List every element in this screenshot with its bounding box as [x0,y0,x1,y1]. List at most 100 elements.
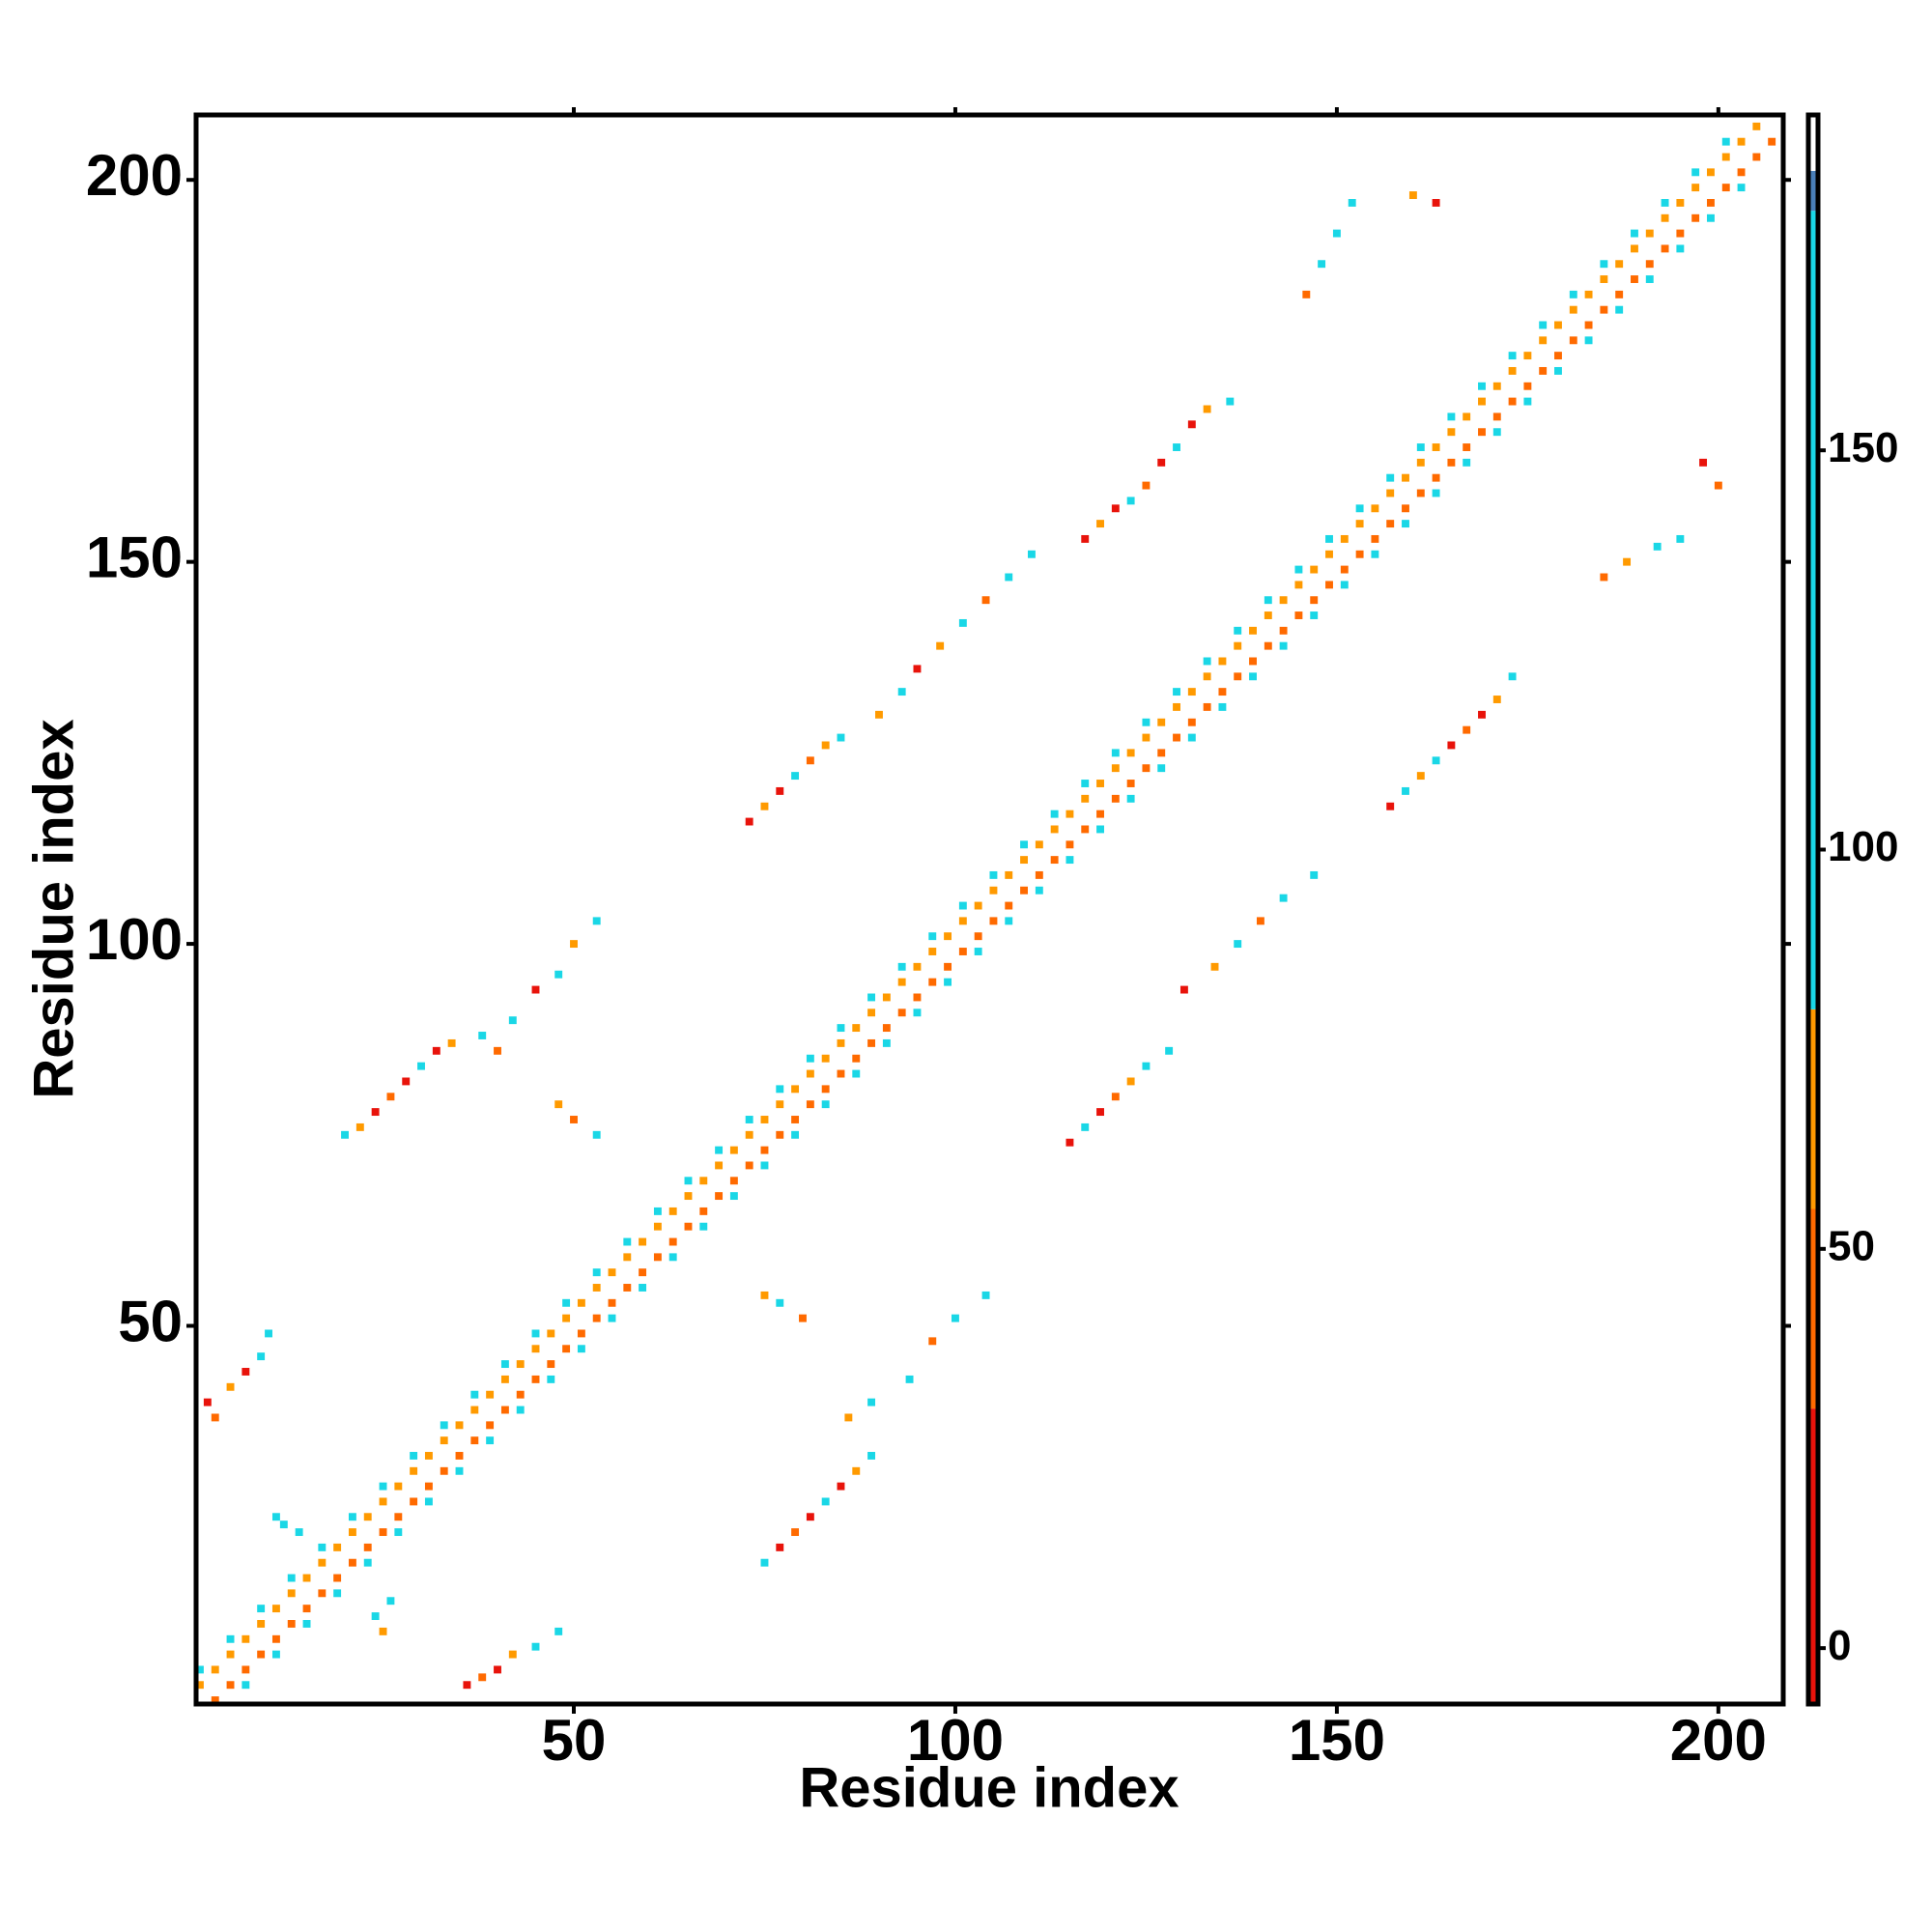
plot-frame [193,112,1786,1707]
heatmap-cell [470,1436,479,1445]
heatmap-cell [1111,504,1120,513]
heatmap-cell [1432,489,1440,497]
heatmap-cell [562,1298,571,1307]
heatmap-cell [1539,321,1548,329]
heatmap-cell [508,1650,517,1659]
heatmap-cell [1264,611,1272,619]
colorbar-frame [1805,112,1821,1707]
heatmap-cell [1005,901,1013,910]
heatmap-cell [1126,794,1135,803]
heatmap-cell [715,1146,724,1154]
heatmap-cell [1318,260,1326,269]
heatmap-cell [500,1406,509,1414]
heatmap-cell [379,1627,387,1635]
heatmap-cell [639,1237,647,1246]
heatmap-cell [547,1360,555,1369]
heatmap-cell [1279,626,1288,635]
heatmap-cell [371,1108,380,1117]
heatmap-cell [799,1314,807,1322]
heatmap-cell [1355,520,1364,528]
heatmap-cell [410,1452,418,1460]
heatmap-cell [1478,397,1486,406]
heatmap-cell [1386,489,1395,497]
heatmap-cell [1294,611,1303,619]
heatmap-cell [1508,397,1517,406]
heatmap-cell [1256,917,1264,925]
heatmap-cell [287,1589,296,1598]
heatmap-cell [242,1634,250,1643]
heatmap-cell [1173,443,1180,451]
heatmap-cell [1325,550,1333,558]
heatmap-cell [745,1130,753,1139]
heatmap-cell [974,948,982,955]
heatmap-cell [1600,260,1608,269]
heatmap-cell [1165,1046,1174,1055]
heatmap-cell [1661,244,1669,253]
heatmap-cell [1631,275,1638,283]
heatmap-cell [531,1642,540,1651]
heatmap-cell [486,1421,495,1430]
heatmap-cell [958,618,967,627]
heatmap-cell [1691,184,1700,192]
heatmap-cell [1050,825,1059,834]
heatmap-cell [1623,557,1632,566]
heatmap-cell [394,1482,403,1491]
heatmap-cell [1111,1093,1120,1101]
heatmap-cell [821,1100,830,1109]
heatmap-cell [1584,321,1593,329]
heatmap-cell [470,1390,479,1399]
heatmap-cell [897,962,906,971]
heatmap-cell [1478,710,1486,719]
heatmap-cell [1187,718,1196,726]
heatmap-cell [1539,366,1548,375]
heatmap-cell [1653,542,1662,551]
heatmap-cell [333,1589,342,1598]
heatmap-cell [410,1466,418,1475]
heatmap-cell [394,1528,403,1537]
heatmap-cell [1264,641,1272,650]
heatmap-cell [1179,985,1188,994]
heatmap-cell [1478,428,1486,437]
heatmap-cell [508,1016,517,1025]
heatmap-cell [1340,534,1349,543]
heatmap-cell [623,1284,632,1292]
heatmap-cell [531,985,540,994]
heatmap-cell [791,1528,800,1537]
heatmap-cell [905,1375,914,1383]
heatmap-cell [791,772,800,781]
heatmap-cell [271,1634,280,1643]
colorbar-segment [1808,211,1818,1009]
heatmap-cell [592,1284,601,1292]
heatmap-cell [776,786,784,795]
heatmap-cell [1203,702,1211,711]
heatmap-cell [806,756,814,765]
heatmap-cell [417,1062,425,1070]
heatmap-cell [1081,534,1090,543]
heatmap-cell [837,1038,845,1047]
heatmap-cell [1310,870,1319,879]
heatmap-cell [1294,581,1303,589]
x-tick-label: 150 [1289,1708,1385,1773]
heatmap-cell [1721,137,1730,146]
heatmap-cell [271,1513,280,1521]
heatmap-cell [653,1222,662,1231]
heatmap-cell [318,1589,327,1598]
heatmap-cell [1676,534,1685,543]
heatmap-cell [1554,366,1562,375]
colorbar-segment [1808,115,1818,171]
heatmap-cell [1416,772,1425,781]
heatmap-cell [1279,894,1288,902]
heatmap-cell [1157,764,1166,773]
heatmap-cell [1264,596,1272,605]
heatmap-cell [867,1452,876,1460]
heatmap-cell [1447,428,1456,437]
heatmap-cell [257,1352,266,1361]
heatmap-cell [363,1558,372,1567]
heatmap-cell [379,1497,387,1506]
heatmap-cell [440,1436,448,1445]
heatmap-cell [1492,428,1501,437]
heatmap-cell [1699,458,1708,467]
heatmap-cell [1340,565,1349,574]
heatmap-cell [715,1192,724,1201]
